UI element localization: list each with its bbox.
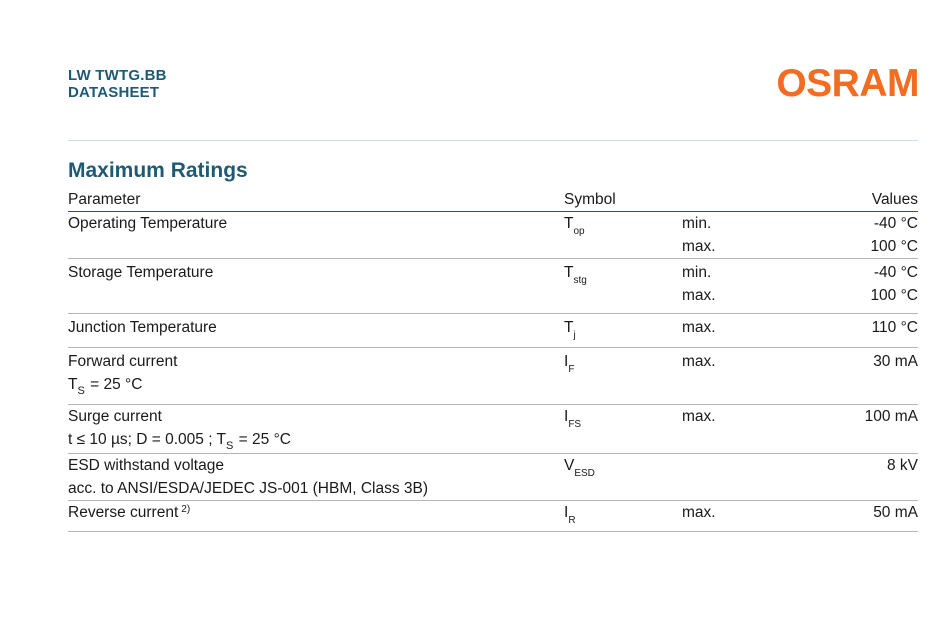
symbol-main: I (564, 353, 569, 370)
column-header-qualifier (682, 188, 802, 212)
parameter-cell: Surge current t ≤ 10 µs; D = 0.005 ; TS … (68, 404, 564, 454)
footnote-marker: 2) (181, 504, 191, 515)
value: 8 kV (886, 457, 918, 474)
value-cell: -40 °C 100 °C (802, 258, 918, 314)
condition-text-b: = 25 °C (85, 376, 143, 393)
qualifier-cell: max. (682, 347, 802, 405)
value-cell: 100 mA (802, 404, 918, 454)
symbol-main: T (564, 319, 574, 336)
parameter-cell: Junction Temperature (68, 313, 564, 348)
parameter-cell: Forward current TS = 25 °C (68, 347, 564, 405)
symbol-main: V (564, 457, 575, 474)
symbol-cell: VESD (564, 453, 682, 501)
parameter-label: Storage Temperature (68, 264, 214, 281)
qualifier-cell: min. max. (682, 211, 802, 259)
column-header-values: Values (802, 188, 918, 212)
qualifier-min: min. (682, 264, 712, 281)
qualifier-max: max. (682, 238, 716, 255)
value-max: 100 °C (870, 287, 918, 304)
parameter-label: Operating Temperature (68, 215, 228, 232)
table-row-storage-temperature: Storage Temperature Tstg min. max. -40 °C… (68, 258, 918, 314)
parameter-condition: acc. to ANSI/ESDA/JEDEC JS-001 (HBM, Cla… (68, 480, 429, 497)
document-type: DATASHEET (68, 84, 160, 101)
osram-logo: OSRAM (776, 62, 919, 105)
table-row-forward-current: Forward current TS = 25 °C IF max. 30 mA (68, 347, 918, 405)
symbol-cell: Tj (564, 313, 682, 348)
qualifier-max: max. (682, 504, 716, 521)
value-max: 50 mA (873, 504, 918, 521)
parameter-label: Junction Temperature (68, 319, 217, 336)
table-row-reverse-current: Reverse current 2) IR max. 50 mA (68, 500, 918, 532)
condition-text-b: = 25 °C (234, 431, 291, 448)
value-max: 30 mA (873, 353, 918, 370)
symbol-cell: Top (564, 211, 682, 259)
parameter-cell: Storage Temperature (68, 258, 564, 314)
parameter-condition: TS = 25 °C (68, 373, 564, 398)
parameter-label: Reverse current (68, 504, 179, 521)
symbol-main: T (564, 215, 574, 232)
maximum-ratings-table: Parameter Symbol Values Operating Temper… (68, 188, 918, 532)
table-row-operating-temperature: Operating Temperature Top min. max. -40 °… (68, 211, 918, 259)
parameter-label: Forward current (68, 353, 178, 370)
symbol-cell: IF (564, 347, 682, 405)
qualifier-min: min. (682, 215, 712, 232)
qualifier-max: max. (682, 408, 716, 425)
table-header-row: Parameter Symbol Values (68, 188, 918, 212)
value-cell: 110 °C (802, 313, 918, 348)
qualifier-cell: max. (682, 500, 802, 532)
parameter-label: ESD withstand voltage (68, 457, 224, 474)
product-name: LW TWTG.BB (68, 67, 167, 84)
section-title: Maximum Ratings (68, 159, 248, 182)
value-max: 100 mA (864, 408, 918, 425)
parameter-condition: t ≤ 10 µs; D = 0.005 ; TS = 25 °C (68, 428, 564, 453)
column-header-symbol: Symbol (564, 188, 682, 212)
value-cell: 30 mA (802, 347, 918, 405)
parameter-label: Surge current (68, 408, 162, 425)
parameter-cell: Reverse current 2) (68, 500, 564, 532)
symbol-subscript: R (568, 515, 576, 526)
value-cell: 50 mA (802, 500, 918, 532)
condition-text-a: T (68, 376, 78, 393)
qualifier-max: max. (682, 287, 716, 304)
symbol-subscript: F (568, 364, 575, 375)
value-max: 110 °C (871, 319, 918, 336)
symbol-subscript: j (573, 330, 576, 341)
symbol-cell: IFS (564, 404, 682, 454)
symbol-cell: Tstg (564, 258, 682, 314)
condition-text-a: t ≤ 10 µs; D = 0.005 ; T (68, 431, 227, 448)
qualifier-cell (682, 453, 802, 501)
qualifier-cell: max. (682, 313, 802, 348)
symbol-main: T (564, 264, 574, 281)
symbol-subscript: op (573, 226, 585, 237)
qualifier-cell: max. (682, 404, 802, 454)
parameter-cell: ESD withstand voltage acc. to ANSI/ESDA/… (68, 453, 564, 501)
condition-subscript: S (226, 440, 234, 452)
qualifier-max: max. (682, 353, 716, 370)
qualifier-max: max. (682, 319, 716, 336)
column-header-parameter: Parameter (68, 188, 564, 212)
symbol-subscript: FS (568, 419, 582, 430)
qualifier-cell: min. max. (682, 258, 802, 314)
symbol-main: I (564, 504, 569, 521)
value-cell: 8 kV (802, 453, 918, 501)
value-min: -40 °C (873, 264, 918, 281)
symbol-cell: IR (564, 500, 682, 532)
header-divider (68, 140, 918, 141)
value-min: -40 °C (873, 215, 918, 232)
condition-subscript: S (77, 385, 85, 397)
table-row-esd-withstand-voltage: ESD withstand voltage acc. to ANSI/ESDA/… (68, 453, 918, 501)
table-row-junction-temperature: Junction Temperature Tj max. 110 °C (68, 313, 918, 348)
document-header: LW TWTG.BB DATASHEET (68, 67, 167, 101)
symbol-subscript: ESD (574, 468, 595, 479)
symbol-main: I (564, 408, 569, 425)
table-row-surge-current: Surge current t ≤ 10 µs; D = 0.005 ; TS … (68, 404, 918, 454)
value-max: 100 °C (870, 238, 918, 255)
value-cell: -40 °C 100 °C (802, 211, 918, 259)
symbol-subscript: stg (573, 275, 587, 286)
parameter-cell: Operating Temperature (68, 211, 564, 259)
